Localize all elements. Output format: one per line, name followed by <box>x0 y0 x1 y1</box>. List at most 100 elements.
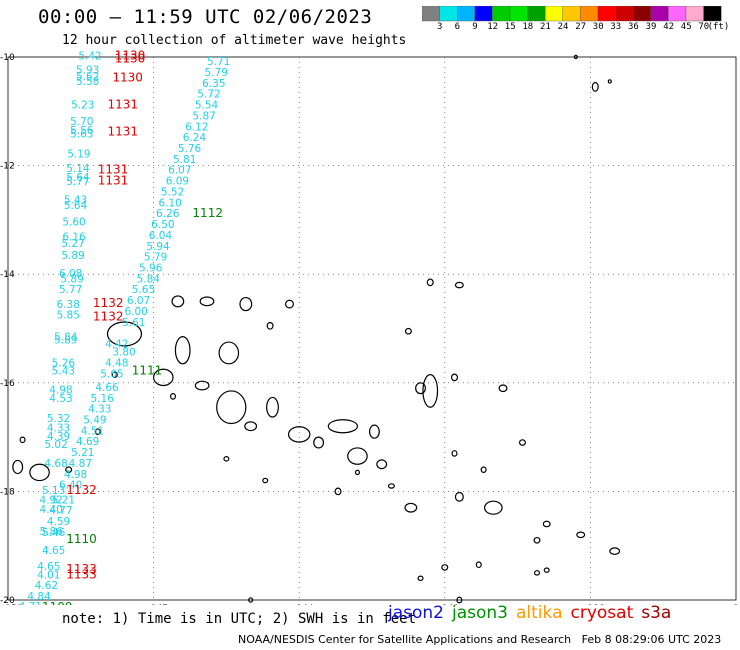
island-outline <box>287 426 311 443</box>
pass-id-label: 1130 <box>115 51 146 65</box>
pass-id-label: 1110 <box>66 532 97 546</box>
swh-value-label: 4.42 <box>105 339 128 351</box>
island-outline <box>65 466 73 473</box>
swh-value-label: 6.24 <box>183 132 207 144</box>
swh-value-label: 5.64 <box>64 200 88 212</box>
color-scale-label: 9 <box>472 22 478 32</box>
latitude-tick-label: -16 <box>0 379 15 389</box>
wave-height-map[interactable]: -150 -147 -144 -141 -138 -13 -10 -12 -14 -16 -18 -2… <box>0 0 740 605</box>
latitude-tick-label: -12 <box>0 162 15 172</box>
island-outline <box>171 295 185 308</box>
swh-value-label: 5.94 <box>146 241 170 253</box>
page-title: 00:00 – 11:59 UTC 02/06/2023 <box>38 6 373 28</box>
island-outline <box>422 374 439 408</box>
island-outline <box>542 520 551 528</box>
island-outline <box>19 436 26 444</box>
swh-value-label: 6.09 <box>166 176 189 188</box>
swh-value-label: 5.89 <box>54 335 77 347</box>
island-outline <box>533 536 541 544</box>
island-outline <box>480 466 487 473</box>
swh-value-label: 4.39 <box>47 431 70 443</box>
swh-value-label: 6.00 <box>124 306 147 318</box>
swh-value-label: 4.53 <box>49 393 72 405</box>
swh-value-label: 4.51 <box>81 425 104 437</box>
swh-value-label: 5.89 <box>61 250 84 262</box>
island-outline <box>169 393 177 400</box>
island-outline <box>450 373 459 382</box>
longitude-tick-label: -138 <box>584 604 605 605</box>
swh-value-label: 5.16 <box>91 393 115 405</box>
island-outline <box>347 447 368 465</box>
color-scale-label: 39 <box>645 22 657 32</box>
island-outline <box>533 570 541 576</box>
pass-id-label: 1133 <box>66 567 97 581</box>
pass-id-label: 1112 <box>192 206 223 220</box>
pass-id-label: 1109 <box>42 600 73 605</box>
latitude-tick-label: -14 <box>0 270 15 280</box>
island-outline <box>94 428 101 435</box>
swh-value-label: 5.96 <box>139 262 163 274</box>
swh-value-label: 5.71 <box>207 56 230 68</box>
island-outline <box>248 597 254 603</box>
satellite-legend-altika: altika <box>516 603 563 623</box>
pass-id-label: 1132 <box>66 483 97 497</box>
swh-value-label: 4.71 <box>19 601 42 605</box>
swh-value-label: 5.79 <box>205 67 228 79</box>
pass-id-label: 1111 <box>132 364 163 378</box>
swh-value-label: 5.58 <box>76 76 99 88</box>
swh-value-label: 4.65 <box>37 561 60 573</box>
island-outline <box>518 439 526 446</box>
island-outline <box>153 368 174 387</box>
swh-value-label: 4.84 <box>27 591 51 603</box>
swh-value-label: 5.70 <box>70 116 93 128</box>
island-outline <box>29 463 50 482</box>
island-outline <box>454 491 464 502</box>
swh-value-label: 3.80 <box>112 347 135 359</box>
swh-value-label: 5.93 <box>76 64 99 76</box>
island-outline <box>368 424 380 439</box>
island-outline <box>354 469 360 476</box>
swh-value-label: 5.85 <box>57 310 80 322</box>
island-outline <box>451 450 458 457</box>
swh-value-label: 5.84 <box>137 273 161 285</box>
island-outline <box>415 382 426 395</box>
swh-value-label: 5.84 <box>54 331 78 343</box>
credit-timestamp: Feb 8 08:29:06 UTC 2023 <box>581 633 722 646</box>
swh-value-label: 4.33 <box>88 404 111 416</box>
pass-id-label: 1131 <box>107 98 138 112</box>
island-outline <box>426 278 434 287</box>
island-outline <box>218 341 240 365</box>
island-outline <box>607 79 612 84</box>
color-scale-label: 33 <box>610 22 622 32</box>
satellite-legend-jason2: jason2 <box>388 603 444 623</box>
swh-value-label: 5.21 <box>52 494 75 506</box>
swh-value-label: 4.98 <box>49 385 72 397</box>
swh-value-label: 5.86 <box>40 526 64 538</box>
swh-value-label: 6.40 <box>59 480 82 492</box>
credit-text: NOAA/NESDIS Center for Satellite Applica… <box>238 633 572 646</box>
color-scale-label: 18 <box>522 22 534 32</box>
color-scale-label: 70 <box>698 22 710 32</box>
color-scale-label: 45 <box>680 22 692 32</box>
island-outline <box>262 477 269 484</box>
swh-value-label: 5.61 <box>122 317 145 329</box>
swh-value-label: 6.04 <box>149 230 173 242</box>
longitude-tick-label: -150 <box>2 604 23 605</box>
latitude-tick-label: -20 <box>0 596 15 605</box>
color-scale-unit: (ft) <box>707 22 730 32</box>
swh-value-label: 5.77 <box>66 176 89 188</box>
page-subtitle: 12 hour collection of altimeter wave hei… <box>62 33 407 48</box>
island-outline <box>456 596 463 604</box>
island-outline <box>334 487 342 496</box>
swh-value-label: 6.07 <box>127 295 150 307</box>
island-outline <box>216 390 247 425</box>
swh-value-label: 5.52 <box>161 186 184 198</box>
swh-value-label: 6.16 <box>62 232 86 244</box>
swh-value-label: 5.23 <box>71 100 94 112</box>
pass-id-label: 1130 <box>112 70 143 84</box>
swh-value-label: 6.07 <box>168 165 191 177</box>
swh-value-label: 6.50 <box>151 219 174 231</box>
longitude-tick-label: -13 <box>730 604 740 605</box>
map-frame <box>7 56 737 601</box>
swh-value-label: 6.38 <box>57 299 80 311</box>
